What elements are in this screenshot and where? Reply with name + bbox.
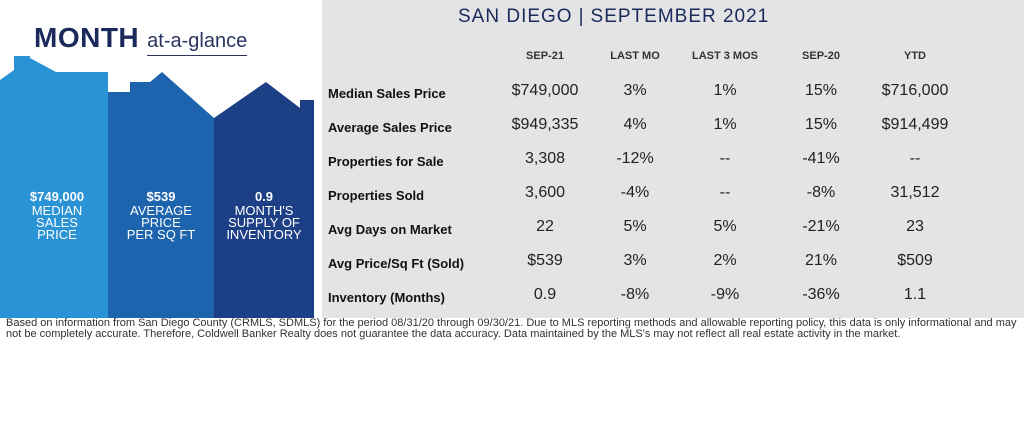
col-header: LAST MO bbox=[610, 50, 660, 62]
table-cell: 3,308 bbox=[524, 150, 566, 167]
row-label: Average Sales Price bbox=[328, 120, 452, 135]
stat-price-per-sqft: $539 AVERAGE PRICE PER SQ FT bbox=[112, 190, 210, 241]
report-heading: SAN DIEGO | SEPTEMBER 2021 bbox=[458, 6, 769, 28]
city-name: SAN DIEGO bbox=[458, 6, 573, 27]
row-label: Median Sales Price bbox=[328, 86, 446, 101]
title: MONTH at-a-glance bbox=[34, 22, 248, 62]
table-cell: -- bbox=[909, 150, 921, 167]
table-cell: $749,000 bbox=[511, 82, 579, 99]
stat-label: MEDIAN SALES PRICE bbox=[31, 203, 83, 242]
row-label: Properties for Sale bbox=[328, 154, 444, 169]
table-cell: 1.1 bbox=[903, 286, 927, 303]
col-header: SEP-20 bbox=[802, 50, 840, 62]
col-header: YTD bbox=[904, 50, 926, 62]
disclaimer: Based on information from San Diego Coun… bbox=[6, 317, 1017, 340]
table-cell: 31,512 bbox=[890, 184, 940, 201]
house-supply bbox=[214, 82, 314, 318]
table-cell: -4% bbox=[620, 184, 650, 201]
table-cell: 22 bbox=[536, 218, 554, 235]
stat-label: MONTH'S SUPPLY OF INVENTORY bbox=[226, 203, 302, 242]
table-cell: $716,000 bbox=[881, 82, 949, 99]
table-cell: 23 bbox=[906, 218, 924, 235]
table-cell: $949,335 bbox=[511, 116, 579, 133]
title-at-a-glance: at-a-glance bbox=[147, 30, 248, 56]
table-cell: -12% bbox=[616, 150, 654, 167]
stat-supply: 0.9 MONTH'S SUPPLY OF INVENTORY bbox=[216, 190, 312, 241]
report-period: SEPTEMBER 2021 bbox=[590, 6, 770, 27]
table-cell: 4% bbox=[623, 116, 647, 133]
row-label: Avg Days on Market bbox=[328, 222, 452, 237]
row-label: Avg Price/Sq Ft (Sold) bbox=[328, 256, 465, 271]
table-cell: $539 bbox=[527, 252, 563, 269]
stat-value: 0.9 bbox=[254, 189, 274, 204]
at-a-glance-panel: MONTH at-a-glance $749,000 MEDIAN SALES … bbox=[0, 0, 322, 318]
table-cell: -8% bbox=[620, 286, 650, 303]
table-cell: -8% bbox=[806, 184, 836, 201]
table-cell: 1% bbox=[713, 82, 737, 99]
table-cell: 0.9 bbox=[533, 286, 557, 303]
table-cell: 5% bbox=[623, 218, 647, 235]
row-label: Properties Sold bbox=[328, 188, 425, 203]
table-cell: 5% bbox=[713, 218, 737, 235]
table-cell: 3% bbox=[623, 82, 647, 99]
table-cell: $509 bbox=[897, 252, 933, 269]
col-header: SEP-21 bbox=[526, 50, 564, 62]
table-cell: -41% bbox=[802, 150, 840, 167]
col-header: LAST 3 MOS bbox=[691, 50, 758, 62]
table-cell: -36% bbox=[802, 286, 840, 303]
table-cell: 15% bbox=[804, 82, 838, 99]
stat-value: $539 bbox=[146, 189, 176, 204]
table-cell: 3,600 bbox=[524, 184, 566, 201]
stat-value: $749,000 bbox=[29, 189, 85, 204]
table-cell: 2% bbox=[713, 252, 737, 269]
table-cell: 3% bbox=[623, 252, 647, 269]
table-cell: -21% bbox=[802, 218, 840, 235]
table-cell: 1% bbox=[713, 116, 737, 133]
house-median-price bbox=[0, 58, 108, 318]
houses-graphic bbox=[0, 56, 314, 318]
heading-separator: | bbox=[578, 6, 585, 27]
stat-label: AVERAGE PRICE PER SQ FT bbox=[126, 203, 196, 242]
table-cell: 15% bbox=[804, 116, 838, 133]
table-cell: -9% bbox=[710, 286, 740, 303]
table-cell: $914,499 bbox=[881, 116, 949, 133]
house-median-price-chimney bbox=[14, 56, 30, 74]
table-cell: -- bbox=[719, 184, 731, 201]
row-label: Inventory (Months) bbox=[328, 290, 445, 305]
table-cell: -- bbox=[719, 150, 731, 167]
title-month: MONTH bbox=[34, 22, 140, 53]
house-price-per-sqft bbox=[108, 72, 214, 318]
stat-median-price: $749,000 MEDIAN SALES PRICE bbox=[8, 190, 106, 241]
table-cell: 21% bbox=[804, 252, 838, 269]
